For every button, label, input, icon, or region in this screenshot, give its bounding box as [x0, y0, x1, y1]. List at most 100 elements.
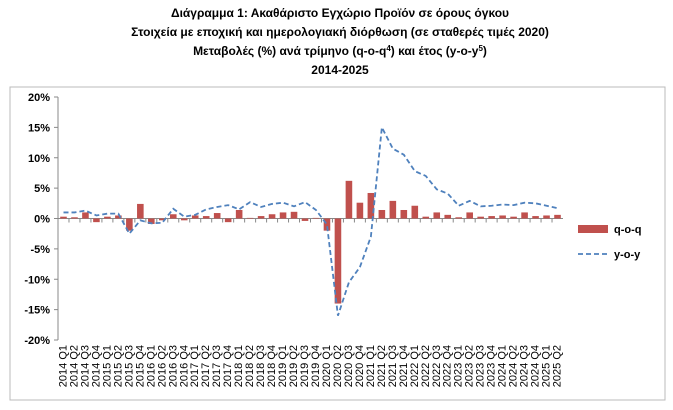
x-tick-label: 2024 Q3 [519, 345, 531, 387]
bar [279, 212, 287, 219]
bar [510, 216, 517, 219]
bar [224, 218, 232, 223]
bar [466, 212, 473, 219]
y-tick-label: 5% [34, 183, 50, 195]
bar [334, 218, 342, 304]
y-tick-label: 20% [28, 92, 50, 104]
bar [389, 200, 397, 219]
x-tick-label: 2024 Q4 [530, 345, 542, 387]
x-tick-label: 2019 Q3 [299, 345, 311, 387]
bar [532, 216, 539, 219]
x-tick-label: 2020 Q2 [332, 345, 344, 387]
bar [477, 216, 484, 219]
x-tick-label: 2017 Q1 [189, 345, 201, 387]
bar [345, 180, 353, 219]
x-tick-label: 2022 Q2 [420, 345, 432, 387]
x-tick-label: 2021 Q3 [387, 345, 399, 387]
x-tick-label: 2014 Q1 [57, 345, 69, 387]
subtitle-part: Μεταβολές (%) ανά τρίμηνο (q-o-q [193, 44, 386, 58]
y-tick-label: 10% [28, 153, 50, 165]
x-tick-label: 2022 Q4 [442, 345, 454, 387]
x-tick-label: 2016 Q4 [178, 345, 190, 387]
bar [543, 215, 550, 219]
bar [71, 217, 78, 219]
x-tick-label: 2016 Q1 [145, 345, 157, 387]
x-tick-label: 2025 Q2 [552, 345, 564, 387]
x-tick-label: 2025 Q1 [541, 345, 553, 387]
bar [93, 218, 100, 223]
x-tick-label: 2019 Q1 [277, 345, 289, 387]
x-tick-label: 2017 Q2 [200, 345, 212, 387]
y-tick-label: -15% [24, 305, 50, 317]
chart-title: Στοιχεία με εποχική και ημερολογιακή διό… [131, 25, 549, 39]
x-tick-label: 2016 Q3 [167, 345, 179, 387]
x-tick-label: 2022 Q1 [409, 345, 421, 387]
bar [455, 217, 462, 219]
bar [400, 209, 408, 219]
x-tick-label: 2021 Q1 [365, 345, 377, 387]
x-tick-label: 2020 Q3 [343, 345, 355, 387]
bar [126, 218, 133, 231]
superscript: 4 [386, 44, 391, 53]
chart-subtitle: Μεταβολές (%) ανά τρίμηνο (q-o-q4) και έ… [193, 44, 487, 59]
bar [290, 211, 298, 219]
x-tick-label: 2014 Q2 [68, 345, 80, 387]
bar [356, 202, 364, 219]
bar [301, 218, 309, 221]
x-tick-label: 2022 Q3 [431, 345, 443, 387]
x-tick-label: 2017 Q3 [211, 345, 223, 387]
bar [444, 214, 452, 219]
x-tick-label: 2018 Q3 [255, 345, 267, 387]
legend-label: y-o-y [614, 249, 641, 261]
y-tick-label: 15% [28, 122, 50, 134]
bar [235, 209, 243, 219]
x-tick-label: 2018 Q4 [266, 345, 278, 387]
bar [488, 216, 495, 219]
bar [433, 212, 441, 219]
x-tick-label: 2024 Q1 [497, 345, 509, 387]
x-tick-label: 2021 Q4 [398, 345, 410, 387]
x-tick-label: 2015 Q4 [134, 345, 146, 387]
x-tick-label: 2024 Q2 [508, 345, 520, 387]
subtitle-part: ) και έτος (y-o-y [391, 44, 479, 58]
x-tick-label: 2015 Q1 [101, 345, 113, 387]
bar [268, 214, 276, 219]
bar [378, 209, 386, 219]
x-tick-label: 2020 Q1 [321, 345, 333, 387]
x-tick-label: 2023 Q3 [475, 345, 487, 387]
y-tick-label: -10% [24, 274, 50, 286]
x-tick-label: 2014 Q3 [79, 345, 91, 387]
x-tick-label: 2023 Q1 [453, 345, 465, 387]
bar [115, 215, 122, 219]
x-tick-label: 2021 Q2 [376, 345, 388, 387]
bar [104, 216, 111, 219]
bar [521, 212, 528, 219]
y-tick-label: 0% [34, 214, 50, 226]
bar [411, 205, 419, 219]
x-tick-label: 2018 Q1 [233, 345, 245, 387]
x-tick-label: 2023 Q4 [486, 345, 498, 387]
bar [169, 214, 177, 219]
x-tick-label: 2019 Q2 [288, 345, 300, 387]
bar [191, 215, 199, 219]
bar [82, 212, 89, 219]
x-tick-label: 2023 Q2 [464, 345, 476, 387]
chart-period: 2014-2025 [311, 63, 369, 77]
bar [422, 216, 430, 219]
x-tick-label: 2018 Q2 [244, 345, 256, 387]
bar [554, 214, 561, 219]
bar [148, 218, 155, 224]
subtitle-part: ) [483, 44, 487, 58]
y-tick-label: -5% [30, 244, 50, 256]
chart-border [9, 86, 666, 401]
line [63, 124, 558, 316]
x-tick-label: 2017 Q4 [222, 345, 234, 387]
bar [367, 192, 375, 219]
bar [499, 215, 506, 219]
bar [60, 216, 67, 219]
y-tick-label: -20% [24, 335, 50, 347]
bar [159, 218, 166, 221]
bar [323, 218, 331, 231]
bar [202, 216, 210, 219]
x-tick-label: 2015 Q2 [112, 345, 124, 387]
